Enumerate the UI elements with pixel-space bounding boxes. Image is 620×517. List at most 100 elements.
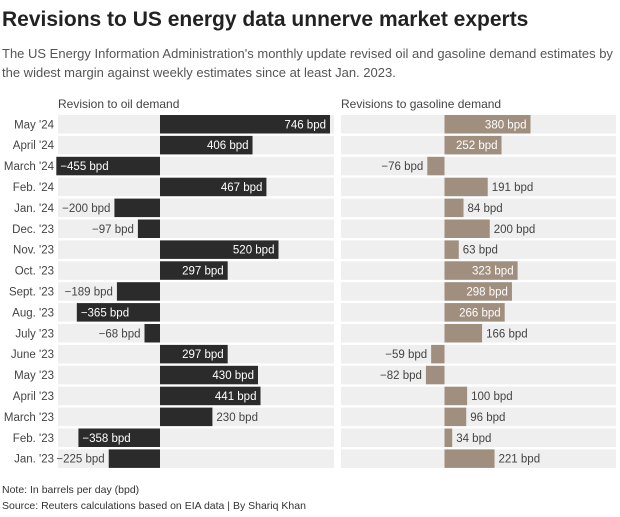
gasoline-bar [444, 219, 490, 238]
gasoline-row-band [341, 198, 616, 218]
oil-bar [76, 303, 160, 322]
gasoline-value-label: 380 bpd [485, 119, 527, 131]
gasoline-bar [444, 198, 464, 218]
gasoline-value-label: 166 bpd [486, 328, 528, 340]
oil-bar [160, 240, 279, 259]
gasoline-value-label: −59 bpd [385, 349, 427, 361]
oil-value-label: 297 bpd [182, 266, 224, 278]
gasoline-bar [444, 135, 502, 155]
gasoline-value-label: 191 bpd [492, 182, 534, 194]
gasoline-value-label: 96 bpd [470, 412, 505, 424]
oil-value-label: 441 bpd [215, 391, 257, 403]
oil-value-label: −358 bpd [82, 433, 130, 445]
oil-bar [160, 386, 261, 406]
month-label: Nov. '23 [13, 245, 54, 257]
oil-value-label: 406 bpd [207, 140, 249, 152]
gasoline-bar [427, 156, 445, 176]
gasoline-value-label: 298 bpd [466, 286, 508, 298]
month-label: Aug. '23 [12, 307, 54, 319]
chart-source: Source: Reuters calculations based on EI… [2, 500, 306, 512]
gasoline-bar [444, 407, 467, 427]
gasoline-value-label: 63 bpd [463, 245, 498, 257]
oil-value-label: −200 bpd [62, 203, 110, 215]
oil-value-label: 297 bpd [182, 349, 224, 361]
oil-bar [160, 407, 213, 427]
oil-value-label: 230 bpd [216, 412, 258, 424]
oil-bar [160, 365, 258, 385]
oil-value-label: −455 bpd [60, 161, 108, 173]
month-label: April '24 [13, 140, 55, 152]
oil-value-label: 746 bpd [284, 119, 326, 131]
gasoline-row-band [341, 407, 616, 427]
gasoline-panel-title: Revisions to gasoline demand [341, 97, 502, 111]
oil-bar [160, 344, 228, 364]
gasoline-value-label: 34 bpd [456, 433, 491, 445]
oil-bar [56, 156, 160, 176]
gasoline-bar [444, 386, 468, 406]
oil-value-label: −97 bpd [92, 224, 134, 236]
gasoline-bar [444, 115, 531, 134]
chart-subtitle: The US Energy Information Administration… [2, 46, 613, 80]
gasoline-row-band [341, 428, 616, 447]
month-label: May '24 [14, 119, 55, 131]
gasoline-bar [444, 449, 495, 468]
oil-value-label: −68 bpd [99, 328, 141, 340]
gasoline-bar [444, 240, 459, 259]
gasoline-bar [425, 365, 445, 385]
gasoline-row-band [341, 365, 616, 385]
gasoline-value-label: −82 bpd [380, 370, 422, 382]
month-label: May '23 [14, 370, 54, 382]
oil-value-label: −189 bpd [65, 286, 113, 298]
month-label: Sept. '23 [9, 286, 54, 298]
oil-bar [137, 219, 160, 238]
oil-value-label: −225 bpd [56, 454, 104, 466]
oil-panel-title: Revision to oil demand [58, 97, 180, 111]
gasoline-bar [444, 282, 512, 301]
month-label: April '23 [13, 391, 54, 403]
gasoline-bar [444, 428, 453, 447]
gasoline-value-label: 252 bpd [456, 140, 498, 152]
month-label: Feb. '24 [13, 182, 55, 194]
month-label: June '23 [11, 349, 54, 361]
oil-value-label: 430 bpd [212, 370, 254, 382]
month-label: Jan. '23 [14, 454, 54, 466]
gasoline-row-band [341, 344, 616, 364]
oil-value-label: 467 bpd [221, 182, 263, 194]
gasoline-row-band [341, 156, 616, 176]
oil-bar [160, 177, 267, 197]
gasoline-row-band [341, 240, 616, 259]
month-label: Feb. '23 [13, 433, 54, 445]
oil-bar [160, 115, 330, 134]
gasoline-value-label: 200 bpd [494, 224, 536, 236]
gasoline-value-label: 100 bpd [471, 391, 513, 403]
gasoline-bar [444, 303, 505, 322]
gasoline-bar [444, 261, 518, 280]
gasoline-bar [444, 177, 488, 197]
month-label: March '24 [4, 161, 55, 173]
oil-bar [160, 261, 228, 280]
chart-title: Revisions to US energy data unnerve mark… [2, 8, 529, 31]
gasoline-row-band [341, 386, 616, 406]
month-label: July '23 [15, 328, 54, 340]
gasoline-value-label: 323 bpd [472, 266, 514, 278]
month-label: March '23 [4, 412, 54, 424]
gasoline-bar [431, 344, 445, 364]
gasoline-value-label: −76 bpd [381, 161, 423, 173]
month-label: Dec. '23 [12, 224, 54, 236]
gasoline-value-label: 221 bpd [499, 454, 541, 466]
oil-value-label: 520 bpd [233, 245, 275, 257]
gasoline-value-label: 266 bpd [459, 307, 501, 319]
oil-bar [144, 324, 160, 343]
oil-bar [116, 282, 160, 301]
month-label: Oct. '23 [15, 266, 54, 278]
gasoline-value-label: 84 bpd [468, 203, 503, 215]
oil-bar [114, 198, 160, 218]
oil-row-band [58, 219, 334, 238]
oil-value-label: −365 bpd [81, 307, 129, 319]
oil-row-band [58, 324, 334, 343]
oil-bar [108, 449, 160, 468]
chart-note: Note: In barrels per day (bpd) [2, 484, 140, 496]
month-label: Jan. '24 [14, 203, 55, 215]
gasoline-bar [444, 324, 483, 343]
